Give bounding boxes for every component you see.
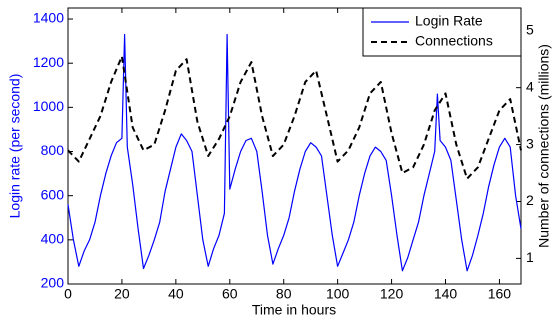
x-tick-label: 80 [276, 286, 292, 302]
x-tick-label: 40 [168, 286, 184, 302]
x-tick-label: 100 [326, 286, 350, 302]
y-tick-label: 1400 [33, 10, 64, 26]
legend-label: Connections [415, 33, 493, 49]
y-tick-label: 600 [41, 186, 65, 202]
y2-tick-label: 3 [526, 135, 534, 151]
x-tick-label: 20 [114, 286, 130, 302]
x-tick-label: 60 [222, 286, 238, 302]
legend-label: Login Rate [415, 13, 483, 29]
data-line [67, 55, 522, 180]
x-tick-label: 0 [64, 286, 72, 302]
y-tick-label: 800 [41, 142, 65, 158]
x-tick-label: 120 [380, 286, 404, 302]
x-tick-label: 140 [434, 286, 458, 302]
legend-box [362, 7, 522, 57]
y-tick-label: 400 [41, 231, 65, 247]
y-tick-label: 200 [41, 275, 65, 291]
y-tick-label: 1000 [33, 98, 64, 114]
y2-tick-label: 1 [526, 249, 534, 265]
y-axis-label: Login rate (per second) [7, 74, 23, 219]
y2-tick-label: 5 [526, 21, 534, 37]
plot-frame [67, 7, 522, 285]
x-axis-label: Time in hours [252, 302, 336, 318]
y2-tick-label: 2 [526, 192, 534, 208]
y-tick-label: 1200 [33, 54, 64, 70]
x-tick-label: 160 [488, 286, 512, 302]
data-line [67, 33, 522, 272]
y2-tick-label: 4 [526, 78, 534, 94]
y2-axis-label: Number of connections (millions) [536, 44, 552, 248]
